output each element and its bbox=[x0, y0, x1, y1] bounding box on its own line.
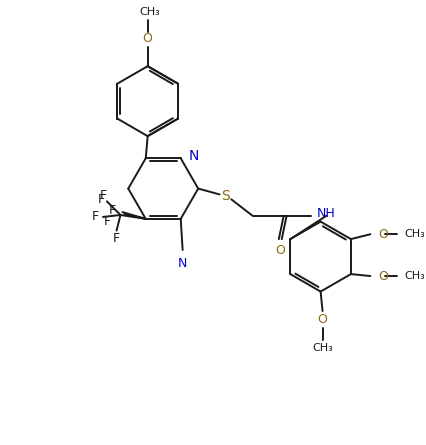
Text: O: O bbox=[318, 313, 328, 326]
Text: CH₃: CH₃ bbox=[139, 7, 160, 17]
Text: CH₃: CH₃ bbox=[404, 229, 425, 239]
Text: NH: NH bbox=[317, 207, 335, 220]
Text: F: F bbox=[98, 193, 105, 206]
Text: CH₃: CH₃ bbox=[312, 343, 333, 353]
Text: N: N bbox=[188, 150, 199, 163]
Text: N: N bbox=[178, 257, 187, 270]
Text: F: F bbox=[113, 232, 120, 245]
Text: F: F bbox=[109, 204, 116, 217]
Text: F: F bbox=[99, 189, 106, 202]
Text: S: S bbox=[221, 190, 230, 203]
Text: F: F bbox=[92, 210, 99, 223]
Text: F: F bbox=[104, 215, 110, 228]
Text: O: O bbox=[378, 270, 388, 283]
Text: O: O bbox=[143, 32, 153, 45]
Text: O: O bbox=[275, 244, 285, 257]
Text: CH₃: CH₃ bbox=[404, 271, 425, 281]
Text: O: O bbox=[378, 228, 388, 241]
